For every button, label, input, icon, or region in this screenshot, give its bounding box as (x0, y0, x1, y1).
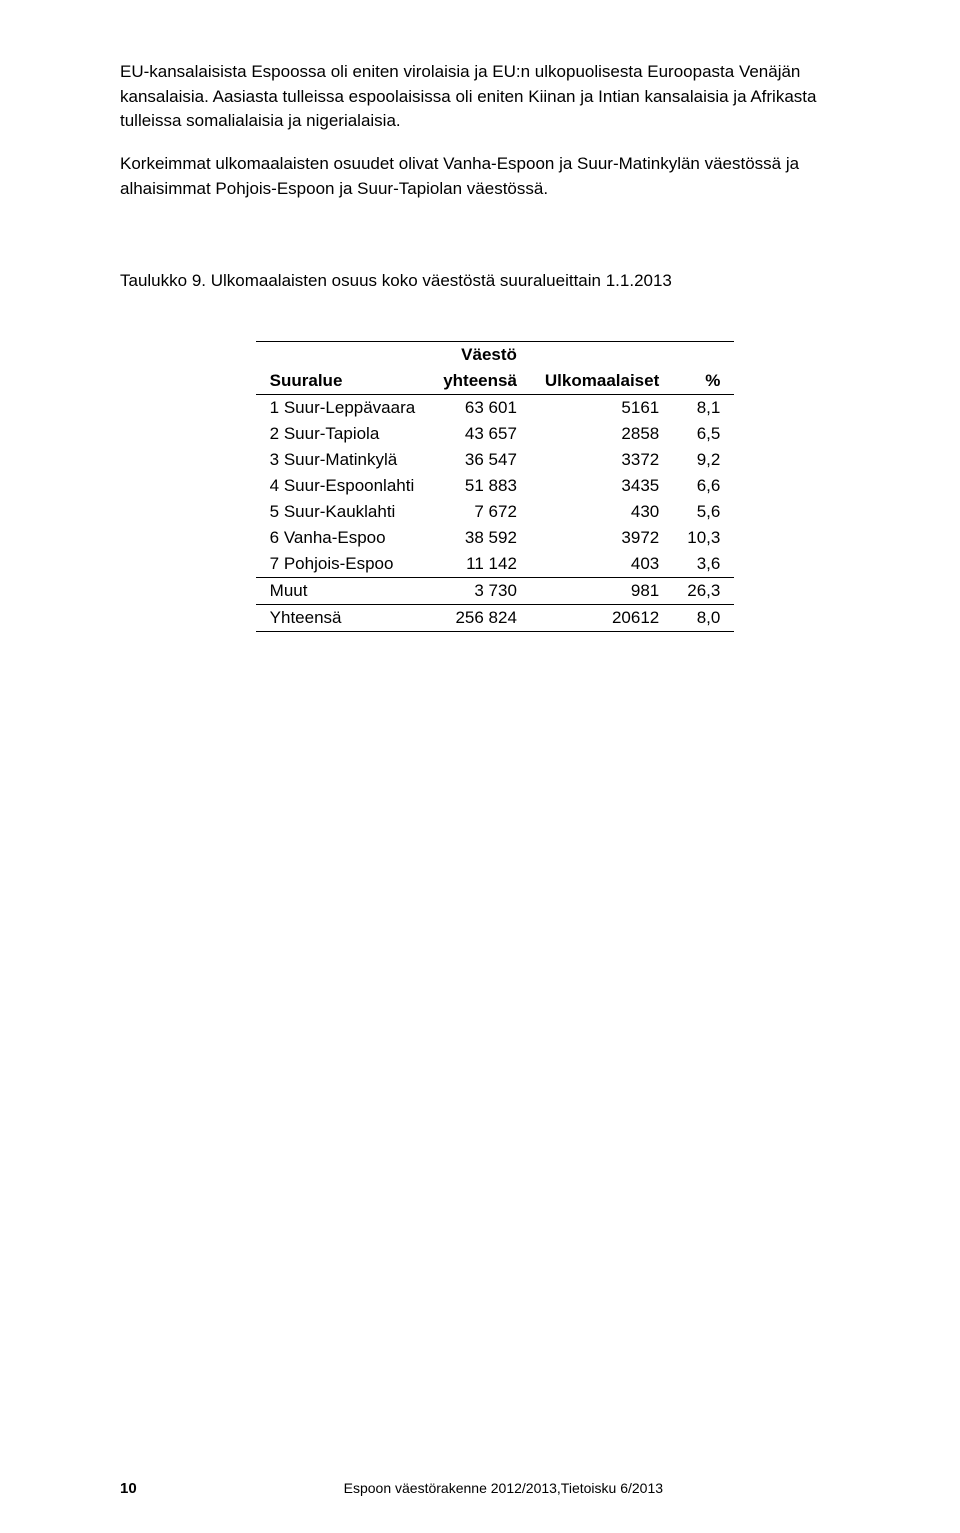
cell-label: 6 Vanha-Espoo (256, 525, 430, 551)
table-row: 6 Vanha-Espoo 38 592 3972 10,3 (256, 525, 735, 551)
cell-label: 1 Suur-Leppävaara (256, 394, 430, 421)
table-row-muut: Muut 3 730 981 26,3 (256, 577, 735, 604)
cell-pop: 63 601 (429, 394, 531, 421)
col-region: Suuralue (256, 368, 430, 395)
cell-pct: 9,2 (673, 447, 734, 473)
cell-pop: 38 592 (429, 525, 531, 551)
cell-pop: 256 824 (429, 604, 531, 631)
table-row-total: Yhteensä 256 824 20612 8,0 (256, 604, 735, 631)
paragraph-1: EU-kansalaisista Espoossa oli eniten vir… (120, 60, 870, 134)
cell-pop: 7 672 (429, 499, 531, 525)
cell-pct: 8,1 (673, 394, 734, 421)
col-foreign: Ulkomaalaiset (531, 368, 673, 395)
col-population-top: Väestö (429, 342, 531, 368)
cell-foreign: 3435 (531, 473, 673, 499)
cell-label: 4 Suur-Espoonlahti (256, 473, 430, 499)
paragraph-2: Korkeimmat ulkomaalaisten osuudet olivat… (120, 152, 870, 201)
cell-foreign: 20612 (531, 604, 673, 631)
table-row: 4 Suur-Espoonlahti 51 883 3435 6,6 (256, 473, 735, 499)
cell-pop: 43 657 (429, 421, 531, 447)
table-row: 3 Suur-Matinkylä 36 547 3372 9,2 (256, 447, 735, 473)
cell-pop: 51 883 (429, 473, 531, 499)
cell-pct: 3,6 (673, 551, 734, 578)
table-row: 2 Suur-Tapiola 43 657 2858 6,5 (256, 421, 735, 447)
cell-foreign: 5161 (531, 394, 673, 421)
cell-foreign: 403 (531, 551, 673, 578)
table-row: 5 Suur-Kauklahti 7 672 430 5,6 (256, 499, 735, 525)
table-row: 7 Pohjois-Espoo 11 142 403 3,6 (256, 551, 735, 578)
page-footer: 10 Espoon väestörakenne 2012/2013,Tietoi… (0, 1480, 960, 1497)
page-number: 10 (120, 1480, 137, 1497)
cell-foreign: 981 (531, 577, 673, 604)
cell-pop: 3 730 (429, 577, 531, 604)
col-pct-blank (673, 342, 734, 368)
cell-pct: 5,6 (673, 499, 734, 525)
table-header-row-1: Väestö (256, 342, 735, 368)
document-page: EU-kansalaisista Espoossa oli eniten vir… (0, 0, 960, 1533)
cell-pct: 8,0 (673, 604, 734, 631)
col-population-bottom: yhteensä (429, 368, 531, 395)
population-table: Väestö Suuralue yhteensä Ulkomaalaiset %… (256, 341, 735, 632)
cell-label: Muut (256, 577, 430, 604)
cell-label: 5 Suur-Kauklahti (256, 499, 430, 525)
cell-label: 3 Suur-Matinkylä (256, 447, 430, 473)
cell-foreign: 430 (531, 499, 673, 525)
table-body: 1 Suur-Leppävaara 63 601 5161 8,1 2 Suur… (256, 394, 735, 631)
table-row: 1 Suur-Leppävaara 63 601 5161 8,1 (256, 394, 735, 421)
cell-foreign: 3372 (531, 447, 673, 473)
cell-pop: 11 142 (429, 551, 531, 578)
cell-pct: 26,3 (673, 577, 734, 604)
col-pct: % (673, 368, 734, 395)
table-header-row-2: Suuralue yhteensä Ulkomaalaiset % (256, 368, 735, 395)
footer-source: Espoon väestörakenne 2012/2013,Tietoisku… (120, 1480, 870, 1496)
col-region-blank (256, 342, 430, 368)
cell-pct: 10,3 (673, 525, 734, 551)
cell-foreign: 3972 (531, 525, 673, 551)
cell-label: 7 Pohjois-Espoo (256, 551, 430, 578)
cell-pop: 36 547 (429, 447, 531, 473)
cell-pct: 6,5 (673, 421, 734, 447)
cell-label: Yhteensä (256, 604, 430, 631)
table-caption: Taulukko 9. Ulkomaalaisten osuus koko vä… (120, 271, 870, 291)
col-foreign-blank (531, 342, 673, 368)
cell-pct: 6,6 (673, 473, 734, 499)
cell-foreign: 2858 (531, 421, 673, 447)
cell-label: 2 Suur-Tapiola (256, 421, 430, 447)
